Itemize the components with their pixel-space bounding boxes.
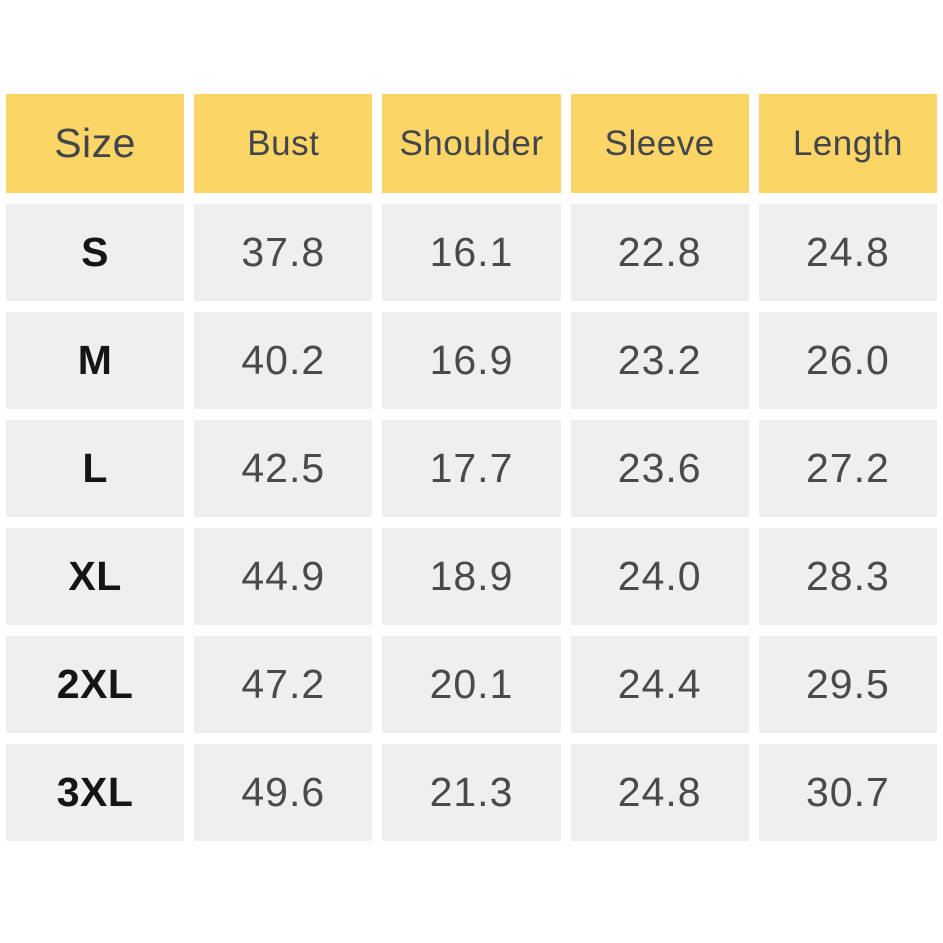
- size-chart-table: Size Bust Shoulder Sleeve Length S 37.8 16.1 22.…: [6, 94, 937, 841]
- cell-s-bust: 37.8: [194, 204, 373, 301]
- cell-s-length: 24.8: [758, 204, 937, 301]
- cell-xl-sleeve: 24.0: [570, 528, 749, 625]
- cell-m-sleeve: 23.2: [570, 312, 749, 409]
- cell-l-sleeve: 23.6: [570, 420, 749, 517]
- cell-m-shoulder: 16.9: [382, 312, 561, 409]
- size-label-l: L: [6, 420, 185, 517]
- cell-xl-shoulder: 18.9: [382, 528, 561, 625]
- header-cell-sleeve: Sleeve: [570, 94, 749, 193]
- cell-m-bust: 40.2: [194, 312, 373, 409]
- size-label-xl: XL: [6, 528, 185, 625]
- cell-2xl-length: 29.5: [758, 636, 937, 733]
- cell-l-length: 27.2: [758, 420, 937, 517]
- header-cell-length: Length: [758, 94, 937, 193]
- cell-3xl-shoulder: 21.3: [382, 744, 561, 841]
- cell-3xl-length: 30.7: [758, 744, 937, 841]
- cell-m-length: 26.0: [758, 312, 937, 409]
- cell-2xl-shoulder: 20.1: [382, 636, 561, 733]
- cell-xl-bust: 44.9: [194, 528, 373, 625]
- size-label-s: S: [6, 204, 185, 301]
- cell-xl-length: 28.3: [758, 528, 937, 625]
- cell-s-sleeve: 22.8: [570, 204, 749, 301]
- cell-3xl-bust: 49.6: [194, 744, 373, 841]
- header-cell-bust: Bust: [194, 94, 373, 193]
- header-cell-size: Size: [6, 94, 185, 193]
- cell-l-bust: 42.5: [194, 420, 373, 517]
- cell-l-shoulder: 17.7: [382, 420, 561, 517]
- size-label-m: M: [6, 312, 185, 409]
- cell-3xl-sleeve: 24.8: [570, 744, 749, 841]
- header-cell-shoulder: Shoulder: [382, 94, 561, 193]
- size-label-2xl: 2XL: [6, 636, 185, 733]
- size-label-3xl: 3XL: [6, 744, 185, 841]
- cell-2xl-sleeve: 24.4: [570, 636, 749, 733]
- cell-2xl-bust: 47.2: [194, 636, 373, 733]
- cell-s-shoulder: 16.1: [382, 204, 561, 301]
